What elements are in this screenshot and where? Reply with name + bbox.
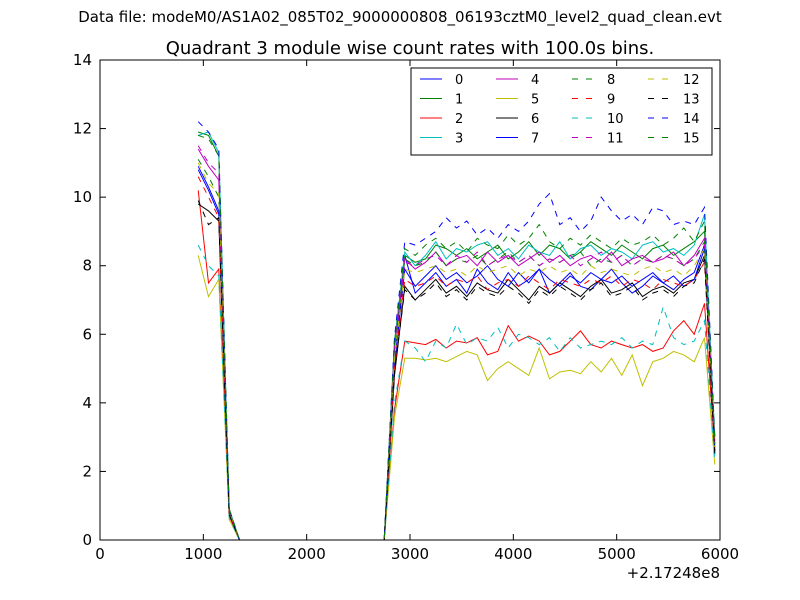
x-tick-label: 6000 — [701, 545, 739, 563]
series-line-8 — [197, 159, 716, 540]
legend-label-2: 2 — [455, 112, 463, 127]
legend-label-13: 13 — [683, 93, 700, 108]
plot-area — [197, 121, 716, 540]
series-line-13 — [197, 200, 716, 540]
series-line-12 — [197, 162, 716, 540]
legend-label-9: 9 — [607, 93, 615, 108]
y-tick-label: 2 — [82, 462, 92, 480]
x-tick-label: 2000 — [288, 545, 326, 563]
x-offset-label: +2.17248e8 — [627, 564, 720, 582]
legend-label-1: 1 — [455, 93, 463, 108]
legend-box — [410, 67, 713, 156]
x-tick-label: 3000 — [391, 545, 429, 563]
axes: 0 1000 2000 3000 4000 5000 600002468101214+2.1… — [73, 51, 739, 582]
y-tick-label: 0 — [82, 531, 92, 549]
series-line-9 — [197, 176, 716, 540]
series-line-7 — [197, 166, 716, 540]
legend-label-15: 15 — [683, 132, 700, 147]
series-line-1 — [198, 131, 716, 540]
legend-label-5: 5 — [531, 93, 539, 108]
series-line-5 — [197, 255, 716, 540]
series-line-4 — [197, 148, 716, 540]
y-tick-label: 14 — [73, 51, 92, 69]
x-tick-label: 4000 — [494, 545, 532, 563]
page-title: Data file: modeM0/AS1A02_085T02_90000008… — [78, 8, 722, 26]
y-tick-label: 4 — [82, 394, 92, 412]
legend-label-7: 7 — [531, 132, 539, 147]
legend-label-10: 10 — [607, 112, 624, 127]
series-line-0 — [197, 169, 716, 540]
x-tick-label: 5000 — [598, 545, 636, 563]
series-line-14 — [197, 121, 716, 540]
legend-label-12: 12 — [683, 73, 700, 88]
y-tick-label: 12 — [73, 120, 92, 138]
chart-title: Quadrant 3 module wise count rates with … — [166, 38, 655, 59]
series-line-15 — [198, 134, 716, 540]
legend-label-14: 14 — [683, 112, 700, 127]
legend-label-0: 0 — [455, 73, 463, 88]
y-tick-label: 8 — [82, 257, 92, 275]
legend-label-3: 3 — [455, 132, 463, 147]
x-tick-label: 1000 — [184, 545, 222, 563]
series-line-2 — [197, 190, 716, 540]
series-line-6 — [197, 203, 716, 540]
x-tick-label: 0 — [95, 545, 105, 563]
legend-label-11: 11 — [607, 132, 624, 147]
legend-label-6: 6 — [531, 112, 539, 127]
y-tick-label: 6 — [82, 325, 92, 343]
legend-label-8: 8 — [607, 73, 615, 88]
y-tick-label: 10 — [73, 188, 92, 206]
series-line-11 — [197, 145, 716, 540]
series-line-3 — [198, 131, 716, 540]
legend-label-4: 4 — [531, 73, 539, 88]
